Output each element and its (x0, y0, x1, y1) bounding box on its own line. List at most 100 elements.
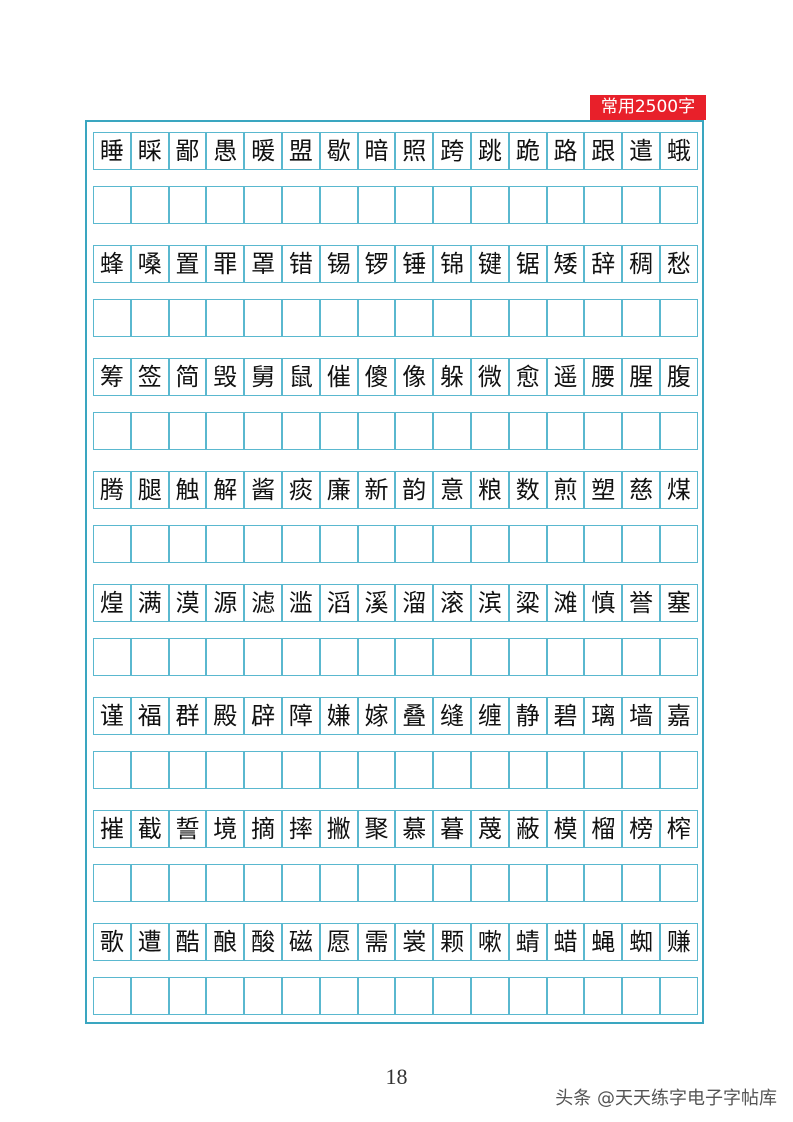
practice-cell (93, 525, 131, 563)
practice-cell (168, 751, 207, 789)
character-cell: 酿 (206, 923, 245, 961)
practice-cell (130, 751, 169, 789)
practice-cell (244, 186, 282, 224)
badge: 常用2500字 (590, 95, 706, 120)
character-cell: 数 (508, 471, 547, 509)
practice-cell (584, 525, 623, 563)
character-cell: 微 (471, 358, 509, 396)
practice-cell (168, 525, 207, 563)
practice-cell (206, 525, 245, 563)
practice-cell (319, 412, 358, 450)
character-cell: 罪 (206, 245, 245, 283)
character-cell: 蜻 (508, 923, 547, 961)
practice-cell (244, 977, 282, 1015)
character-cell: 裳 (395, 923, 434, 961)
practice-cell (130, 186, 169, 224)
practice-grid: 睡睬鄙愚暖盟歇暗照跨跳跪路跟遣蛾蜂嗓置罪罩错锡锣锤锦键锯矮辞稠愁筹签简毁舅鼠催傻… (85, 120, 704, 1024)
practice-cell (244, 864, 282, 902)
practice-cell (471, 186, 509, 224)
practice-cell (319, 864, 358, 902)
character-cell: 跪 (508, 132, 547, 170)
character-cell: 暗 (357, 132, 396, 170)
practice-cell (168, 864, 207, 902)
practice-cell (471, 864, 509, 902)
character-cell: 锤 (395, 245, 434, 283)
practice-cell (584, 977, 623, 1015)
character-cell: 漠 (168, 584, 207, 622)
practice-cell (508, 977, 547, 1015)
character-cell: 蜡 (546, 923, 585, 961)
practice-cell (206, 186, 245, 224)
practice-cell (622, 299, 660, 337)
character-cell: 慎 (584, 584, 623, 622)
practice-cell (319, 299, 358, 337)
character-cell: 煤 (660, 471, 698, 509)
character-cell: 源 (206, 584, 245, 622)
practice-cell (660, 412, 698, 450)
character-cell: 鼠 (282, 358, 320, 396)
practice-cell (282, 525, 320, 563)
character-cell: 碧 (546, 697, 585, 735)
practice-cell (206, 977, 245, 1015)
practice-cell (282, 864, 320, 902)
character-cell: 截 (130, 810, 169, 848)
practice-cell (319, 751, 358, 789)
character-cell: 舅 (244, 358, 282, 396)
practice-cell (244, 299, 282, 337)
character-cell: 像 (395, 358, 434, 396)
character-cell: 睡 (93, 132, 131, 170)
practice-cell (395, 186, 434, 224)
practice-cell (130, 525, 169, 563)
practice-cell (282, 186, 320, 224)
character-cell: 蜂 (93, 245, 131, 283)
character-cell: 路 (546, 132, 585, 170)
character-cell: 缠 (471, 697, 509, 735)
practice-cell (395, 638, 434, 676)
practice-cell (660, 977, 698, 1015)
practice-cell (395, 751, 434, 789)
character-cell: 稠 (622, 245, 660, 283)
character-cell: 暖 (244, 132, 282, 170)
practice-cell (244, 638, 282, 676)
character-cell: 键 (471, 245, 509, 283)
practice-cell (471, 525, 509, 563)
character-cell: 愿 (319, 923, 358, 961)
practice-cell (433, 864, 471, 902)
practice-cell (93, 751, 131, 789)
character-cell: 辞 (584, 245, 623, 283)
character-cell: 璃 (584, 697, 623, 735)
character-cell: 颗 (433, 923, 471, 961)
character-cell: 蔽 (508, 810, 547, 848)
practice-cell (433, 299, 471, 337)
practice-cell (546, 186, 585, 224)
character-cell: 歇 (319, 132, 358, 170)
character-cell: 解 (206, 471, 245, 509)
character-cell: 嫁 (357, 697, 396, 735)
character-cell: 触 (168, 471, 207, 509)
character-cell: 辟 (244, 697, 282, 735)
character-cell: 磁 (282, 923, 320, 961)
character-cell: 傻 (357, 358, 396, 396)
character-cell: 跟 (584, 132, 623, 170)
practice-cell (244, 525, 282, 563)
character-cell: 罩 (244, 245, 282, 283)
practice-cell (168, 977, 207, 1015)
practice-cell (471, 977, 509, 1015)
practice-cell (282, 977, 320, 1015)
practice-cell (546, 299, 585, 337)
character-cell: 蔑 (471, 810, 509, 848)
character-cell: 遥 (546, 358, 585, 396)
practice-cell (319, 525, 358, 563)
character-cell: 撇 (319, 810, 358, 848)
practice-cell (357, 977, 396, 1015)
practice-cell (168, 186, 207, 224)
practice-cell (282, 751, 320, 789)
character-cell: 静 (508, 697, 547, 735)
practice-cell (471, 412, 509, 450)
practice-cell (546, 525, 585, 563)
practice-cell (206, 751, 245, 789)
practice-cell (660, 525, 698, 563)
practice-cell (622, 186, 660, 224)
character-cell: 殿 (206, 697, 245, 735)
character-cell: 简 (168, 358, 207, 396)
